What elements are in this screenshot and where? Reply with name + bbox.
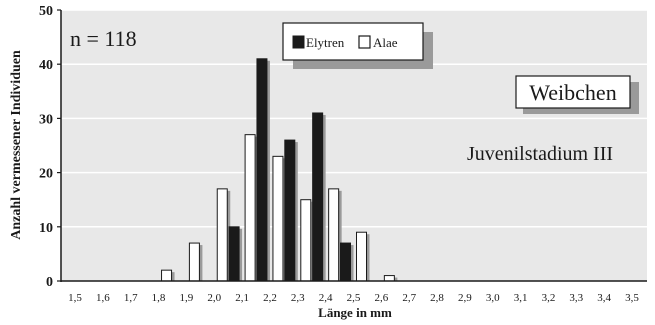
x-tick-label: 1,8 [152,292,166,304]
y-tick-label: 0 [46,275,53,290]
x-tick-label: 3,2 [542,292,556,304]
x-tick-label: 2,4 [319,292,333,304]
x-tick-label: 3,3 [569,292,583,304]
bar-alae [216,188,228,282]
bar-elytren [284,139,296,282]
bar-elytren [312,112,324,282]
x-tick-label: 2,5 [347,292,361,304]
x-tick-label: 1,6 [96,292,110,304]
bar-alae [356,231,367,282]
bar-alae [188,242,200,282]
legend-swatch-elytren [292,35,305,49]
x-tick-label: 3,1 [514,292,528,304]
sample-size-label: n = 118 [70,26,137,51]
y-tick-labels: 0 10 20 30 40 50 [39,4,53,290]
bar-elytren [256,58,268,282]
x-tick-label: 2,0 [207,292,221,304]
legend-label-alae: Alae [373,35,398,50]
x-tick-label: 3,0 [486,292,500,304]
bar-alae [244,134,256,282]
legend: Elytren Alae [282,22,433,69]
x-tick-label: 1,7 [124,292,138,304]
legend-swatch-alae [358,35,371,49]
sex-box: Weibchen [515,75,639,114]
x-tick-label: 3,4 [597,292,611,304]
x-tick-label: 2,3 [291,292,305,304]
y-axis-label: Anzahl vermessener Individuen [9,50,24,240]
x-tick-label: 2,8 [430,292,444,304]
y-tick-label: 40 [39,58,53,73]
x-tick-label: 2,6 [374,292,388,304]
x-tick-label: 2,9 [458,292,472,304]
bar-alae [300,199,312,282]
y-tick-label: 30 [39,112,53,127]
gridlines [61,9,647,228]
bar-elytren [340,242,351,282]
legend-box [282,22,424,61]
x-tick-label: 2,1 [235,292,249,304]
bar-alae [383,275,395,282]
x-tick-label: 2,2 [263,292,277,304]
legend-label-elytren: Elytren [306,35,345,50]
bar-alae [161,269,173,282]
x-tick-label: 1,9 [180,292,194,304]
x-tick-label: 2,7 [402,292,416,304]
x-tick-labels: 1,5 1,6 1,7 1,8 1,9 2,0 2,1 2,2 2,3 2,4 2,5 2,6 2,7 2… [68,292,639,304]
bar-elytren [228,226,240,282]
sex-box-frame [515,75,631,109]
x-tick-label: 1,5 [68,292,82,304]
y-tick-label: 10 [39,221,53,236]
sex-label: Weibchen [529,80,616,105]
y-tick-label: 20 [39,167,53,182]
bar-alae [328,188,340,282]
y-tick-label: 50 [39,4,53,19]
x-tick-label: 3,5 [625,292,639,304]
axes [57,9,647,282]
bar-alae [272,155,284,282]
stage-label: Juvenilstadium III [467,143,613,165]
x-axis-label: Länge in mm [318,305,392,320]
